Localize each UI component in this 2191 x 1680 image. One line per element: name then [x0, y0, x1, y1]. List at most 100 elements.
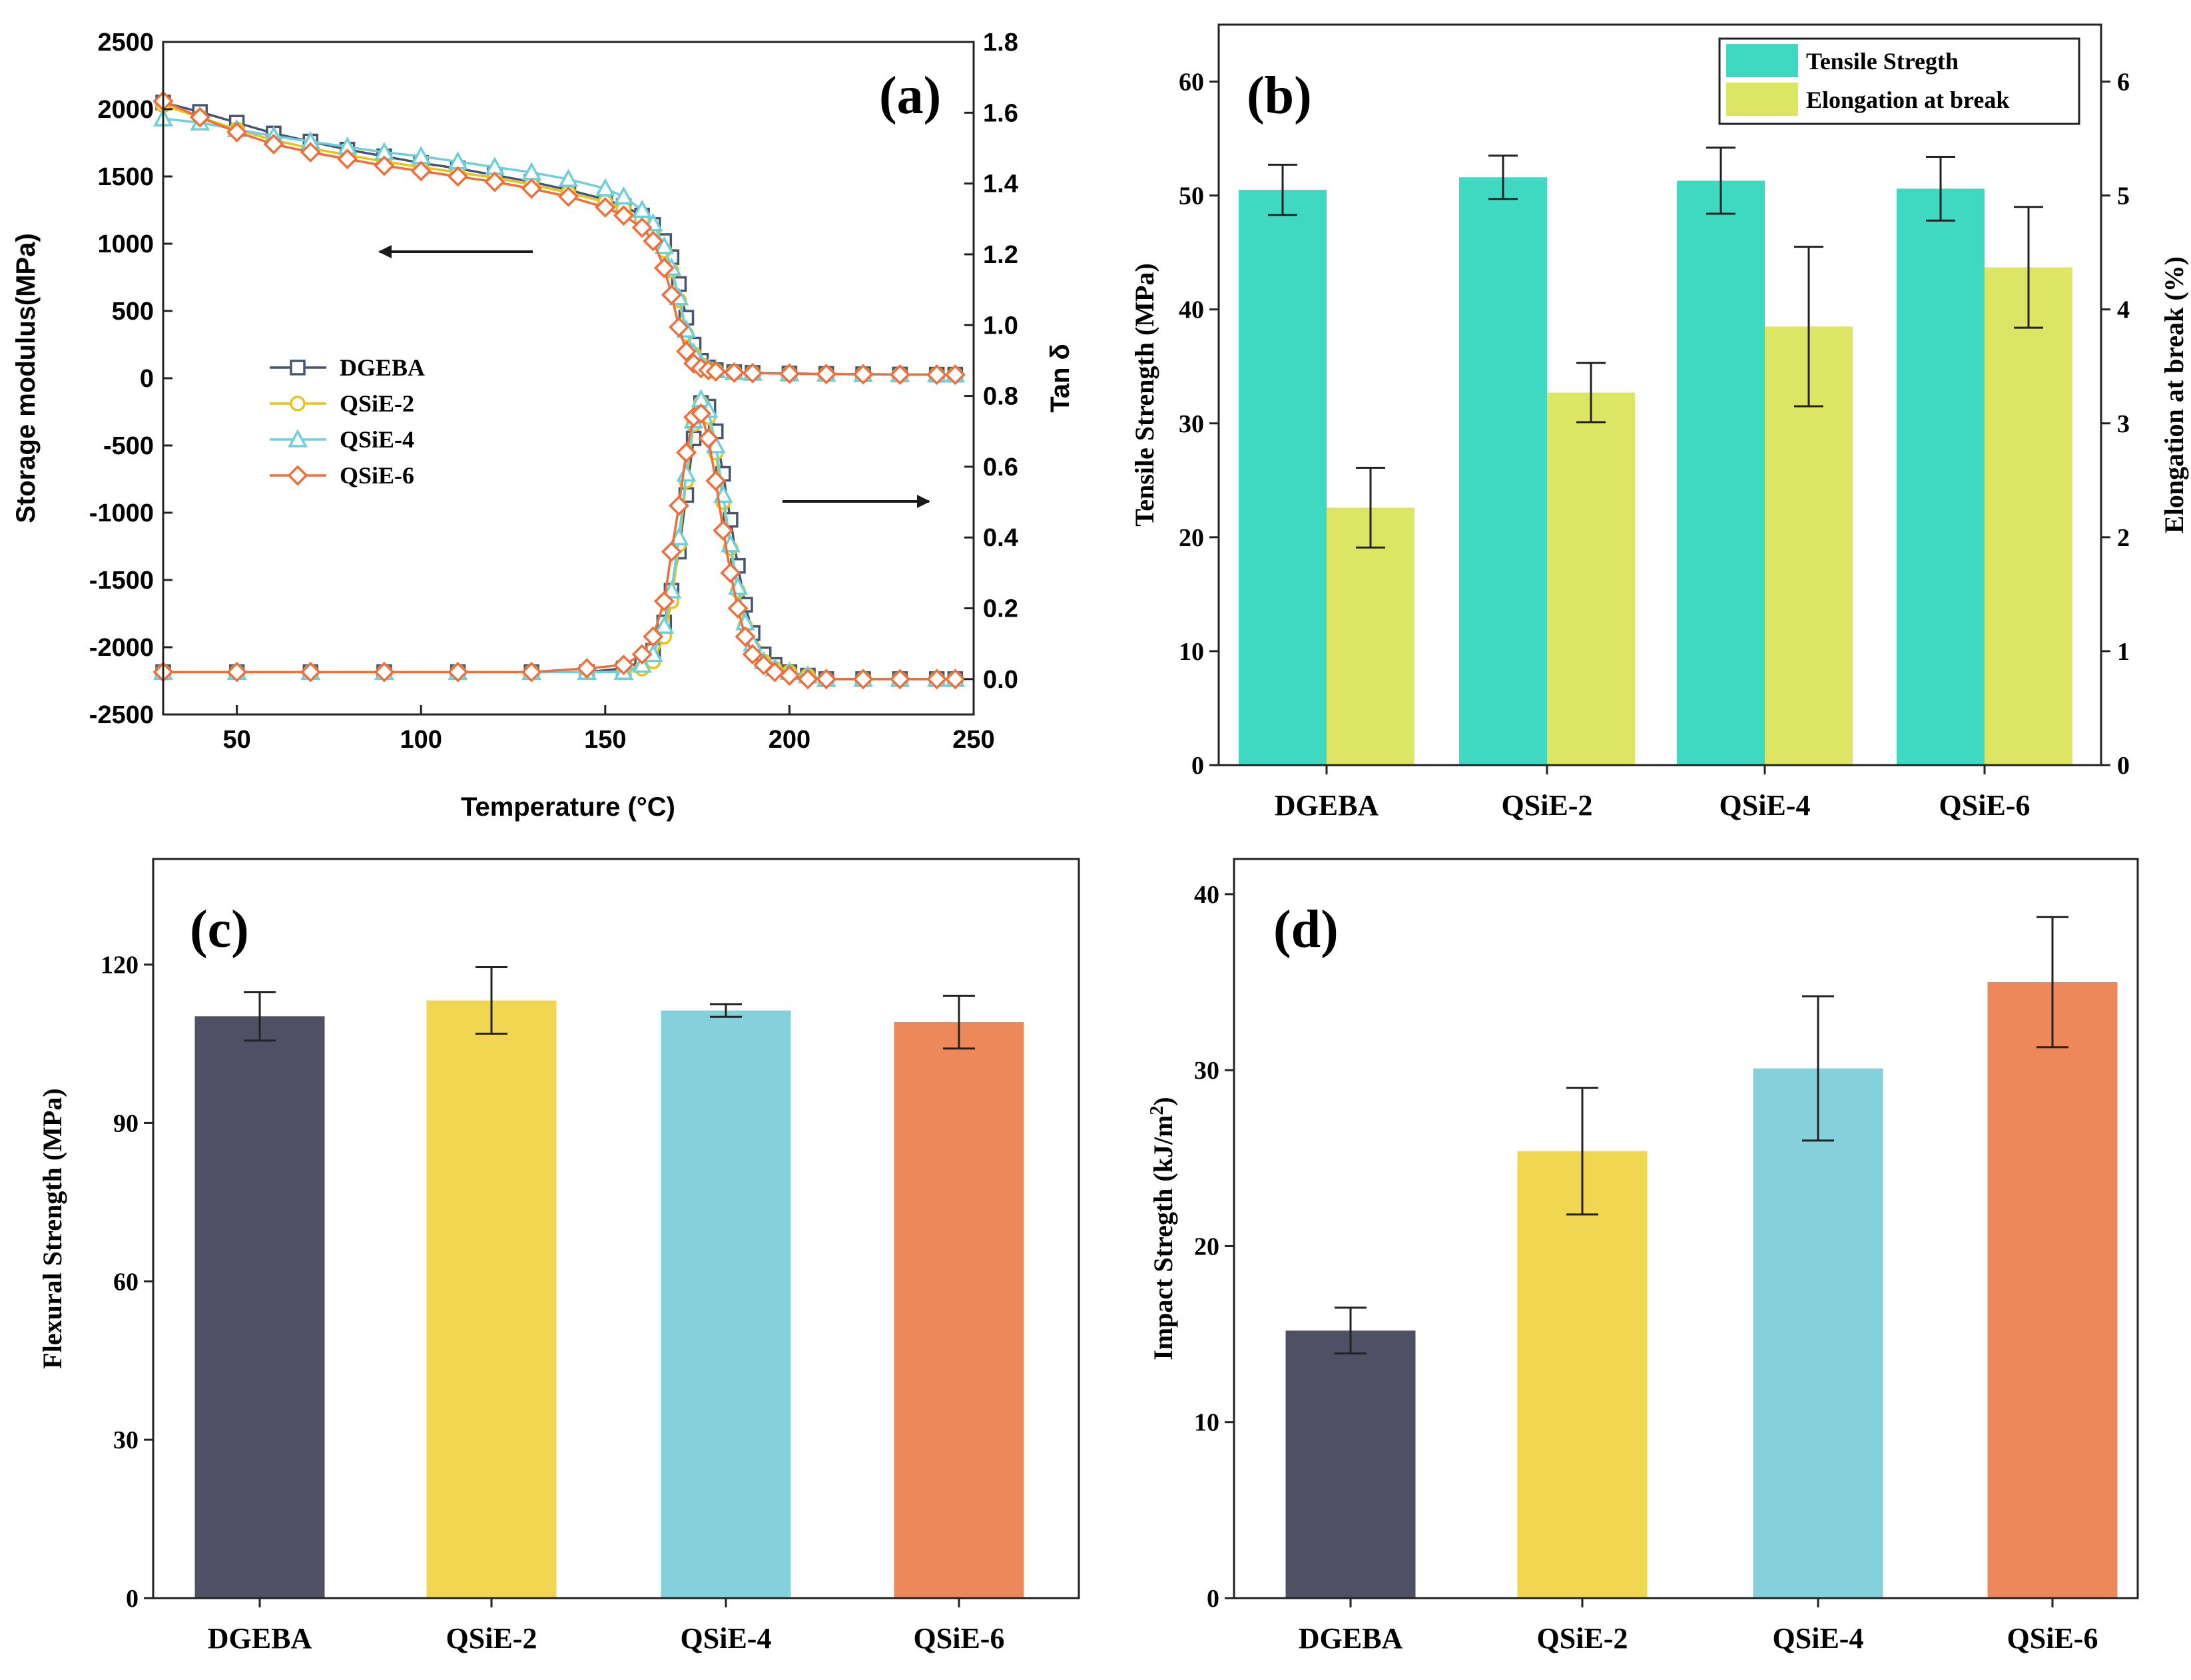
- tan-delta-point-qsie-4: [654, 615, 675, 634]
- tan-delta-point-qsie-6: [713, 520, 734, 541]
- error-bar-dgeba: [1335, 1306, 1367, 1355]
- panel-b-legend-swatch-elongation: [1726, 83, 1798, 116]
- legend-marker-qsie-2: [290, 396, 306, 412]
- panel-b-y-left-axis-title: Tensile Strength (MPa): [1129, 263, 1159, 527]
- panel-b-y-left-ticks: 0 10 20 30 40 50 60: [1179, 69, 1219, 780]
- category-label-qsie-6: QSiE-6: [1939, 789, 2031, 822]
- panel-a-label: (a): [879, 67, 941, 125]
- bar-qsie-2: [426, 1000, 557, 1598]
- y-left-tick-label: 500: [112, 298, 154, 326]
- tan-delta-point-qsie-6: [705, 470, 727, 491]
- x-tick-label: 50: [222, 726, 250, 754]
- panel-d-y-axis-title: Impact Stregth (kJ/m2): [1147, 1097, 1178, 1360]
- legend-marker-dgeba: [290, 360, 306, 376]
- panel-d-category-labels: DGEBA QSiE-2 QSiE-4 QSiE-6: [1299, 1598, 2098, 1655]
- category-label-qsie-4: QSiE-4: [1720, 789, 1811, 822]
- panel-c-y-axis-title: Flexural Strength (MPa): [37, 1088, 67, 1368]
- tan-delta-point-qsie-4: [676, 463, 697, 482]
- y-tick-label: 0: [126, 1585, 139, 1613]
- category-label-qsie-2: QSiE-2: [446, 1622, 537, 1655]
- x-tick-label: 250: [952, 726, 994, 754]
- panel-b-label: (b): [1247, 67, 1312, 125]
- bar-dgeba: [194, 1016, 325, 1598]
- panel-a-x-axis-title: Temperature (°C): [461, 792, 675, 822]
- y-tick-label: 0: [1207, 1585, 1219, 1613]
- y-right-tick-label: 0.6: [983, 453, 1018, 481]
- panel-b-tensile-chart: 0 10 20 30 40 50 60 0 1 2 3 4 5 6 DGEBA QSiE-2 QSiE-4 Q…: [1129, 23, 2189, 822]
- tan-delta-point-qsie-6: [698, 427, 719, 449]
- error-bar-elongation-dgeba: [1356, 466, 1385, 549]
- tan-delta-series-qsie-4: [153, 389, 966, 687]
- legend-label-qsie-2: QSiE-2: [340, 390, 414, 417]
- tan-delta-point-qsie-6: [374, 661, 395, 683]
- storage-modulus-point-qsie-6: [705, 361, 727, 382]
- tan-delta-point-qsie-6: [852, 669, 874, 690]
- tan-delta-point-qsie-6: [720, 562, 741, 583]
- panel-a-x-ticks: 50 100 150 200 250: [222, 705, 995, 754]
- y-left-tick-label: -1500: [89, 567, 154, 595]
- storage-modulus-point-qsie-6: [643, 230, 664, 252]
- storage-modulus-point-qsie-6: [926, 364, 948, 386]
- storage-modulus-point-qsie-4: [558, 168, 579, 187]
- y-tick-label: 40: [1194, 881, 1219, 909]
- storage-modulus-point-qsie-4: [632, 199, 653, 218]
- tan-delta-point-qsie-6: [764, 661, 785, 683]
- tan-delta-point-qsie-6: [653, 591, 675, 612]
- panel-c-bars: [194, 966, 1024, 1598]
- tan-delta-line-qsie-6: [163, 412, 956, 681]
- y-tick-label: 60: [113, 1268, 139, 1296]
- y-tick-label: 30: [1194, 1057, 1219, 1085]
- panel-d-frame: [1233, 858, 2139, 1599]
- error-bar-dgeba: [244, 991, 276, 1042]
- y-tick-label: 90: [113, 1109, 139, 1137]
- tan-delta-point-qsie-6: [448, 661, 469, 683]
- x-tick-label: 150: [584, 726, 626, 754]
- storage-modulus-point-qsie-4: [613, 186, 634, 205]
- panel-d-label: (d): [1273, 900, 1339, 959]
- tan-delta-line-qsie-2: [163, 400, 956, 681]
- y-right-tick-label: 1.8: [983, 29, 1018, 57]
- tan-delta-point-qsie-6: [779, 665, 800, 687]
- error-bar-elongation-qsie-2: [1576, 362, 1606, 423]
- y-left-tick-label: -500: [103, 432, 154, 460]
- y-right-tick-label: 0.8: [983, 383, 1018, 411]
- tan-delta-point-qsie-6: [889, 669, 910, 690]
- storage-modulus-point-qsie-6: [558, 186, 579, 207]
- panel-c-flexural-chart: 0 30 60 90 120 DGEBA QSiE-2 QSiE-4 QSiE-6 Flexu…: [37, 858, 1080, 1655]
- storage-modulus-point-qsie-6: [484, 171, 505, 192]
- y-right-tick-label: 3: [2117, 410, 2130, 438]
- category-label-qsie-2: QSiE-2: [1537, 1622, 1628, 1655]
- y-right-tick-label: 6: [2117, 69, 2130, 97]
- legend-marker-qsie-6: [287, 465, 308, 486]
- y-right-tick-label: 0.2: [983, 595, 1018, 623]
- tan-delta-point-qsie-6: [753, 655, 775, 676]
- tan-delta-point-qsie-6: [926, 669, 948, 690]
- panel-d-bars: [1285, 916, 2118, 1598]
- panel-d-y-ticks: 0 10 20 30 40: [1194, 881, 1234, 1613]
- tan-delta-series-qsie-6: [153, 403, 966, 690]
- panel-b-frame: [1217, 23, 2102, 766]
- storage-modulus-point-qsie-6: [816, 364, 837, 385]
- category-label-qsie-6: QSiE-6: [914, 1622, 1005, 1655]
- error-bar-qsie-4: [1802, 995, 1834, 1142]
- panel-b-legend-swatch-tensile: [1726, 44, 1798, 77]
- panel-b-y-right-ticks: 0 1 2 3 4 5 6: [2101, 69, 2130, 780]
- panel-c-label: (c): [190, 900, 249, 959]
- storage-modulus-point-qsie-6: [263, 134, 284, 154]
- tan-delta-point-qsie-6: [727, 598, 749, 619]
- y-right-tick-label: 2: [2117, 524, 2130, 552]
- error-bar-qsie-4: [710, 1003, 742, 1018]
- storage-modulus-series-qsie-6: [153, 91, 966, 386]
- storage-modulus-point-qsie-6: [631, 217, 653, 238]
- x-tick-label: 100: [400, 726, 442, 754]
- bar-tensile-dgeba: [1239, 190, 1327, 765]
- tan-delta-point-qsie-6: [668, 495, 689, 516]
- storage-modulus-point-qsie-6: [300, 142, 321, 163]
- y-tick-label: 20: [1194, 1233, 1219, 1260]
- storage-modulus-point-qsie-6: [661, 284, 682, 306]
- bar-qsie-6: [1987, 982, 2118, 1598]
- storage-modulus-line-qsie-4: [162, 117, 956, 376]
- y-left-tick-label: 1000: [97, 230, 154, 258]
- panel-a-y-left-ticks: -2500 -2000 -1500 -1000 -500 0 500 1000 1500 2000…: [89, 29, 172, 729]
- category-label-qsie-6: QSiE-6: [2007, 1622, 2098, 1655]
